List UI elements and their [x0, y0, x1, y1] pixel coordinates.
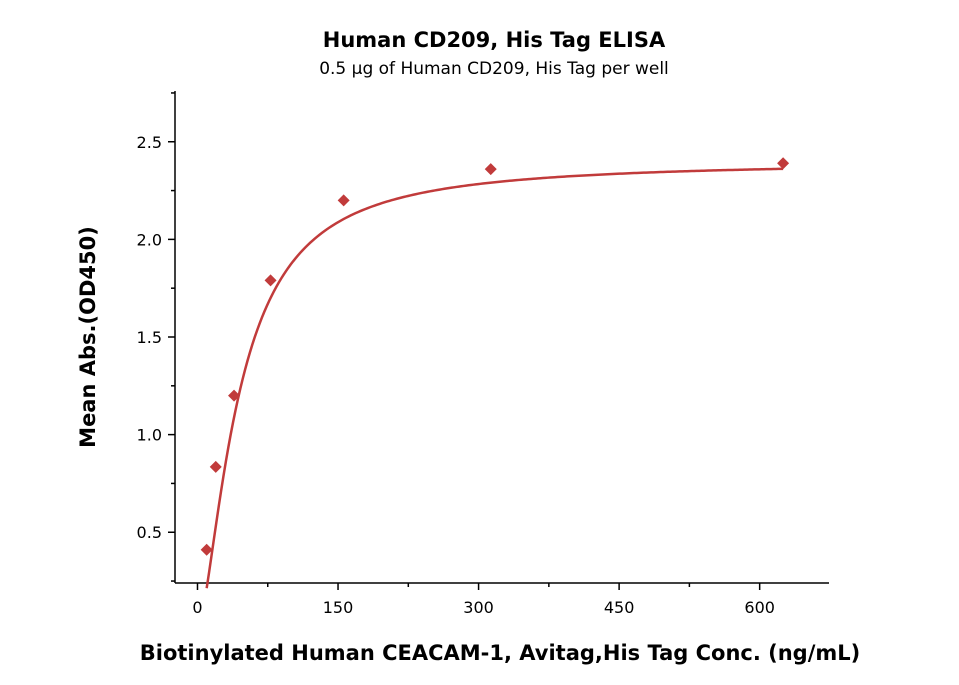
y-tick-label: 0.5: [137, 523, 162, 542]
y-tick-label: 1.5: [137, 328, 162, 347]
x-tick-label: 300: [463, 598, 494, 617]
data-point: [484, 163, 497, 176]
y-axis-label: Mean Abs.(OD450): [76, 226, 100, 448]
y-axis-ticks: 0.5 1.0 1.5 2.0 2.5: [137, 92, 175, 582]
x-tick-label: 0: [192, 598, 202, 617]
x-axis-ticks: 0 150 300 450 600: [192, 583, 775, 617]
data-points: [200, 157, 790, 556]
chart-title: Human CD209, His Tag ELISA: [323, 28, 666, 52]
x-tick-label: 150: [323, 598, 354, 617]
y-tick-label: 2.5: [137, 133, 162, 152]
y-tick-label: 2.0: [137, 230, 162, 249]
fit-curve: [205, 167, 784, 589]
x-tick-label: 600: [744, 598, 775, 617]
y-tick-label: 1.0: [137, 426, 162, 445]
data-point: [209, 460, 222, 473]
data-point: [200, 543, 213, 556]
data-point: [337, 194, 350, 207]
x-axis-label: Biotinylated Human CEACAM-1, Avitag,His …: [140, 641, 861, 665]
x-tick-label: 450: [604, 598, 635, 617]
chart-subtitle: 0.5 μg of Human CD209, His Tag per well: [319, 59, 669, 79]
data-point: [777, 157, 790, 170]
data-point: [228, 389, 241, 402]
data-point: [264, 274, 277, 287]
